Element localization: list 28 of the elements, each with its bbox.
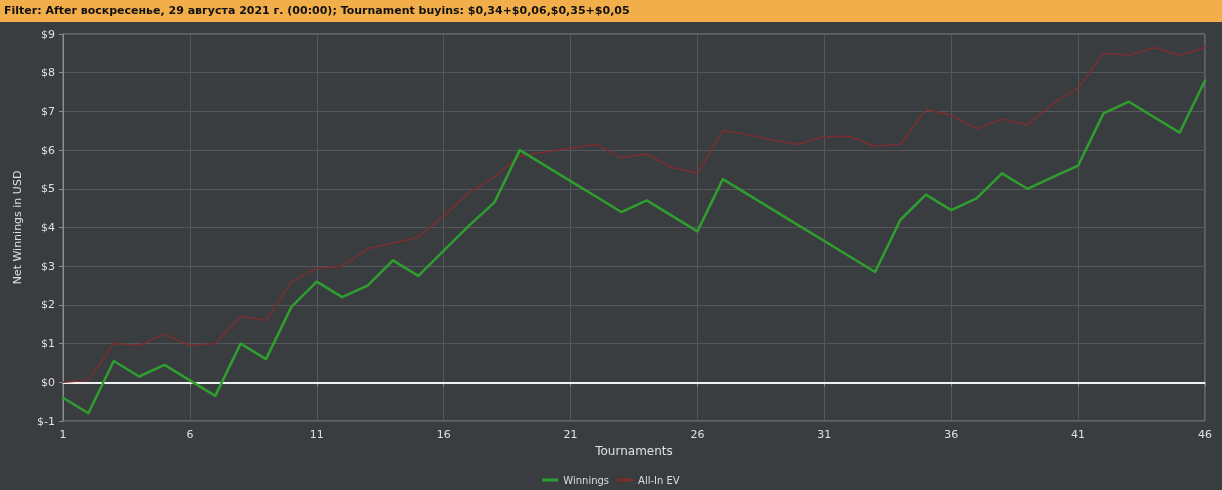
y-tick-label: $8 (41, 66, 55, 80)
legend-label: All-In EV (638, 474, 680, 486)
y-tick-label: $1 (41, 337, 55, 351)
x-axis-title: Tournaments (594, 444, 673, 458)
x-tick-label: 11 (309, 428, 324, 441)
y-tick-label: $-1 (37, 414, 55, 428)
y-tick-label: $7 (41, 104, 55, 118)
y-tick-label: $5 (41, 182, 55, 196)
y-tick-label: $2 (41, 298, 55, 312)
y-axis-title: Net Winnings in USD (11, 170, 24, 285)
y-tick-label: $0 (41, 375, 55, 389)
x-tick-label: 36 (944, 428, 959, 441)
line-series (62, 46, 1206, 384)
x-tick-label: 21 (563, 428, 578, 441)
chart-title: Filter: After воскресенье, 29 августа 2021 г. (00:00); Tournament buyins: $0,34+$0,06,$0,35+$0,05 (0, 0, 1222, 22)
y-tick-label: $4 (41, 221, 55, 234)
line-series (61, 79, 1207, 415)
y-tick-label: $9 (41, 27, 55, 41)
x-tick-label: 31 (817, 428, 832, 441)
legend-label: Winnings (563, 474, 610, 486)
x-tick-label: 41 (1071, 428, 1086, 441)
y-tick-label: $6 (41, 143, 55, 157)
x-tick-label: 46 (1198, 428, 1212, 441)
y-tick-label: $3 (41, 259, 55, 273)
x-tick-label: 6 (186, 428, 194, 441)
x-tick-label: 16 (436, 428, 451, 441)
x-tick-label: 1 (59, 428, 67, 441)
x-tick-label: 26 (690, 428, 705, 441)
